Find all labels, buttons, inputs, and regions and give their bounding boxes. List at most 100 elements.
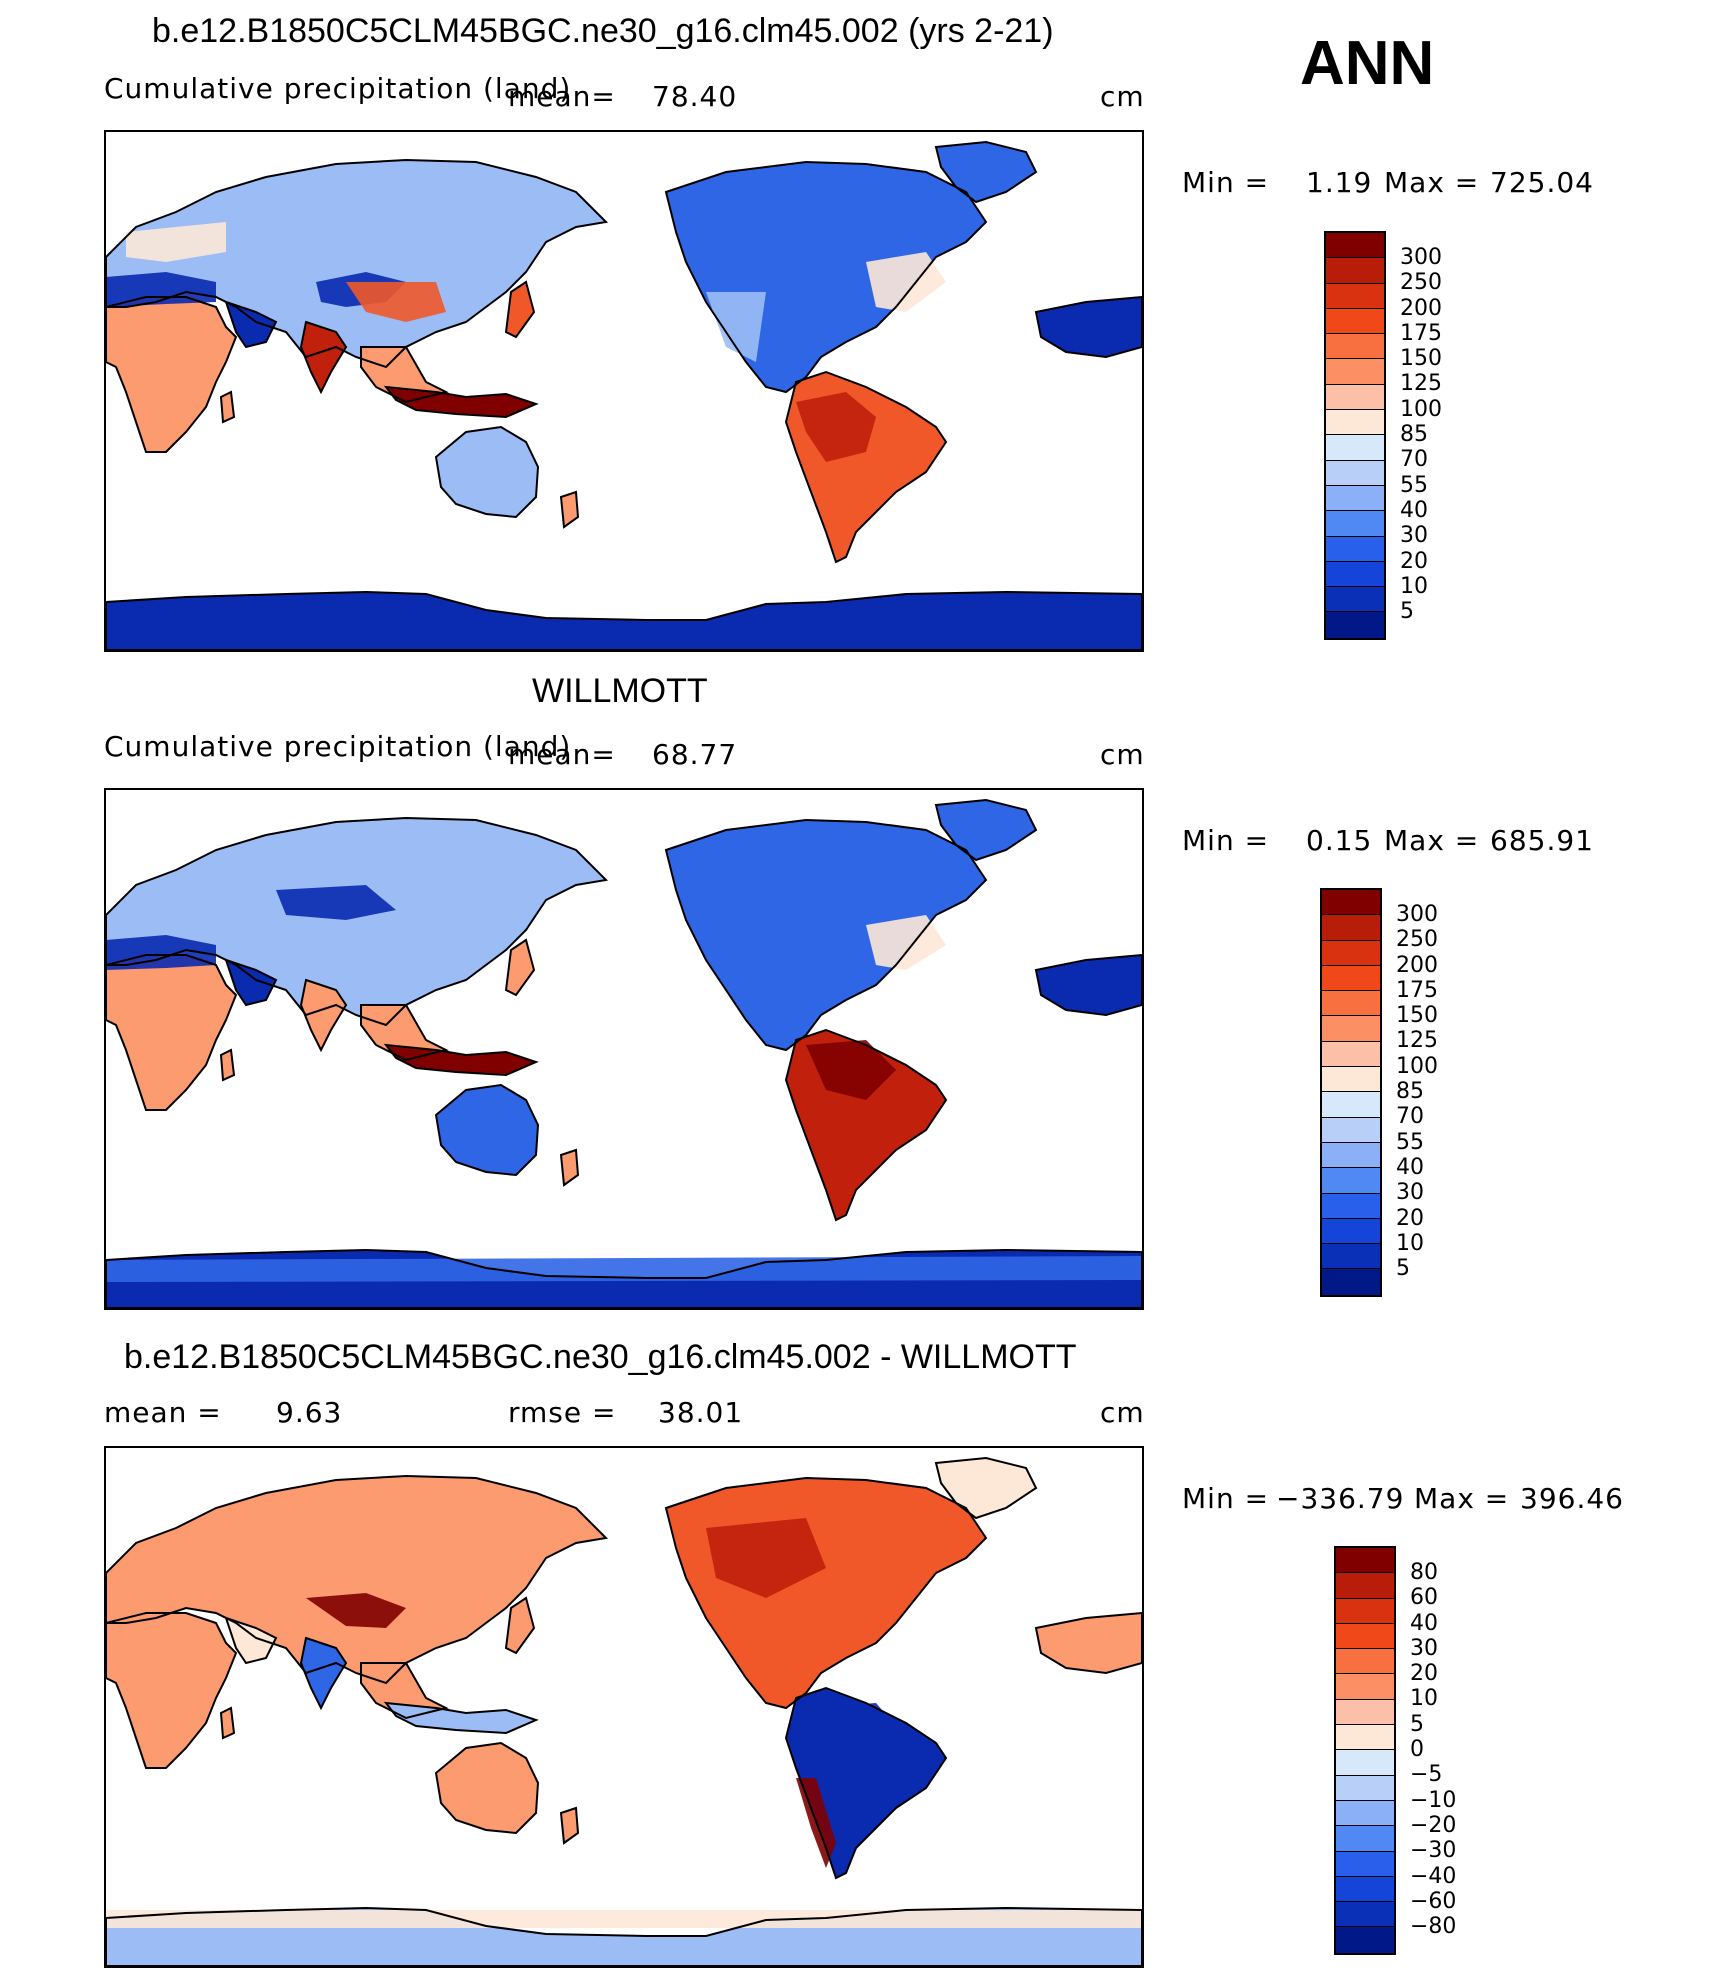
panel3-min-label: Min = <box>1182 1482 1270 1515</box>
panel1-colorbar-labels: 300 250 200 175 150 125 100 85 70 55 40 30 20 10 5 <box>1400 245 1442 624</box>
colorbar-tick-label: 125 <box>1400 371 1442 397</box>
amazon-blob <box>796 392 876 462</box>
nz-coastline <box>559 490 580 529</box>
amazon-blob <box>806 1040 896 1100</box>
panel3-rmse-value: 38.01 <box>658 1396 744 1429</box>
colorbar-tick-label: 30 <box>1410 1635 1438 1661</box>
colorbar-swatch <box>1326 561 1384 588</box>
siberia-blob <box>276 885 396 920</box>
colorbar-tick-label: 10 <box>1396 1230 1424 1256</box>
colorbar-tick-label: 10 <box>1400 573 1428 599</box>
colorbar-swatch <box>1326 283 1384 309</box>
colorbar-tick-label: 5 <box>1400 599 1414 625</box>
panel1-variable: Cumulative precipitation (land) <box>104 72 572 105</box>
colorbar-swatch <box>1336 1699 1394 1726</box>
africa-land <box>106 1613 236 1768</box>
colorbar-swatch <box>1336 1598 1394 1624</box>
colorbar-tick-label: 100 <box>1400 396 1442 422</box>
colorbar-tick-label: 60 <box>1410 1585 1438 1611</box>
africa-land <box>106 955 236 1110</box>
antarctic-band <box>106 1256 1142 1282</box>
china-blob <box>306 1593 406 1628</box>
colorbar-swatch <box>1322 1067 1380 1093</box>
seasia-land <box>361 347 446 402</box>
colorbar-swatch <box>1336 1750 1394 1776</box>
europe_e-land <box>1036 297 1142 357</box>
colorbar-swatch <box>1326 334 1384 360</box>
namerica-coastline <box>664 818 988 1052</box>
colorbar-swatch <box>1322 890 1380 916</box>
colorbar-swatch <box>1322 1016 1380 1042</box>
colorbar-tick-label: 300 <box>1400 245 1442 270</box>
eurasia-coastline <box>106 816 609 1027</box>
colorbar-tick-label: −40 <box>1410 1863 1457 1889</box>
colorbar-swatch <box>1326 485 1384 512</box>
europe_e-coastline <box>1034 953 1142 1017</box>
panel2-colorbar-labels: 300 250 200 175 150 125 100 85 70 55 40 30 20 10 5 <box>1396 902 1438 1281</box>
colorbar-swatch <box>1322 1168 1380 1194</box>
japan-land <box>506 940 534 995</box>
indonesia-coastline <box>383 1043 539 1077</box>
colorbar-swatch <box>1322 915 1380 941</box>
colorbar-tick-label: 40 <box>1400 497 1428 523</box>
panel2-min-label: Min = <box>1182 824 1270 857</box>
arabia-coastline <box>224 1616 278 1665</box>
colorbar-tick-label: 250 <box>1400 270 1442 296</box>
antarctica-land <box>106 592 1142 650</box>
madagascar-coastline <box>219 1048 236 1082</box>
colorbar-tick-label: 55 <box>1400 472 1428 498</box>
colorbar-swatch <box>1322 1269 1380 1295</box>
panel1-max-label: Max = <box>1384 166 1480 199</box>
colorbar-swatch <box>1326 308 1384 335</box>
antarctic-band <box>106 1910 1142 1928</box>
colorbar-tick-label: 20 <box>1400 548 1428 574</box>
nz-coastline <box>559 1806 580 1845</box>
amazon-blob <box>806 1703 906 1778</box>
panel2-max-label: Max = <box>1384 824 1480 857</box>
panel2-max-value: 685.91 <box>1490 824 1594 857</box>
colorbar-tick-label: 5 <box>1396 1256 1410 1282</box>
colorbar-swatch <box>1336 1851 1394 1877</box>
namerica-coastline <box>664 1476 988 1710</box>
colorbar-swatch <box>1322 965 1380 992</box>
panel3-title: b.e12.B1850C5CLM45BGC.ne30_g16.clm45.002… <box>124 1338 1077 1376</box>
japan-coastline <box>504 938 536 997</box>
japan-coastline <box>504 280 536 339</box>
indonesia-coastline <box>383 1701 539 1735</box>
colorbar-tick-label: 5 <box>1410 1711 1424 1737</box>
nz-coastline <box>559 1148 580 1187</box>
colorbar-tick-label: 80 <box>1410 1560 1438 1585</box>
colorbar-tick-label: 40 <box>1410 1610 1438 1636</box>
colorbar-tick-label: 150 <box>1396 1003 1438 1029</box>
colorbar-swatch <box>1322 991 1380 1017</box>
panel3-map <box>104 1446 1144 1968</box>
greenland-coastline <box>934 798 1038 862</box>
colorbar-swatch <box>1322 1142 1380 1169</box>
seasia-coastline <box>360 346 449 404</box>
colorbar-tick-label: 150 <box>1400 346 1442 372</box>
greenland-coastline <box>934 140 1038 204</box>
colorbar-swatch <box>1336 1623 1394 1650</box>
colorbar-swatch <box>1326 587 1384 613</box>
nz-land <box>561 1808 578 1843</box>
colorbar-tick-label: 30 <box>1400 523 1428 549</box>
colorbar-tick-label: 250 <box>1396 927 1438 953</box>
africa-coastline <box>106 296 238 453</box>
panel1-map <box>104 130 1144 652</box>
colorbar-swatch <box>1336 1902 1394 1928</box>
panel2-title: WILLMOTT <box>532 672 708 710</box>
colorbar-tick-label: 20 <box>1396 1205 1424 1231</box>
namerica-coastline <box>664 160 988 394</box>
madagascar-coastline <box>219 1706 236 1740</box>
colorbar-tick-label: 175 <box>1400 320 1442 346</box>
greenland-land <box>936 800 1036 860</box>
colorbar-swatch <box>1326 410 1384 436</box>
panel2-mean-label: mean= <box>508 738 616 771</box>
arabia-coastline <box>224 958 278 1007</box>
panel3-rmse-label: rmse = <box>508 1396 617 1429</box>
antarctica-coastline <box>106 1248 1142 1308</box>
greenland-land <box>936 1458 1036 1518</box>
madagascar-land <box>221 1708 234 1738</box>
seasia-coastline <box>360 1662 449 1720</box>
eastus-blob <box>866 252 946 312</box>
